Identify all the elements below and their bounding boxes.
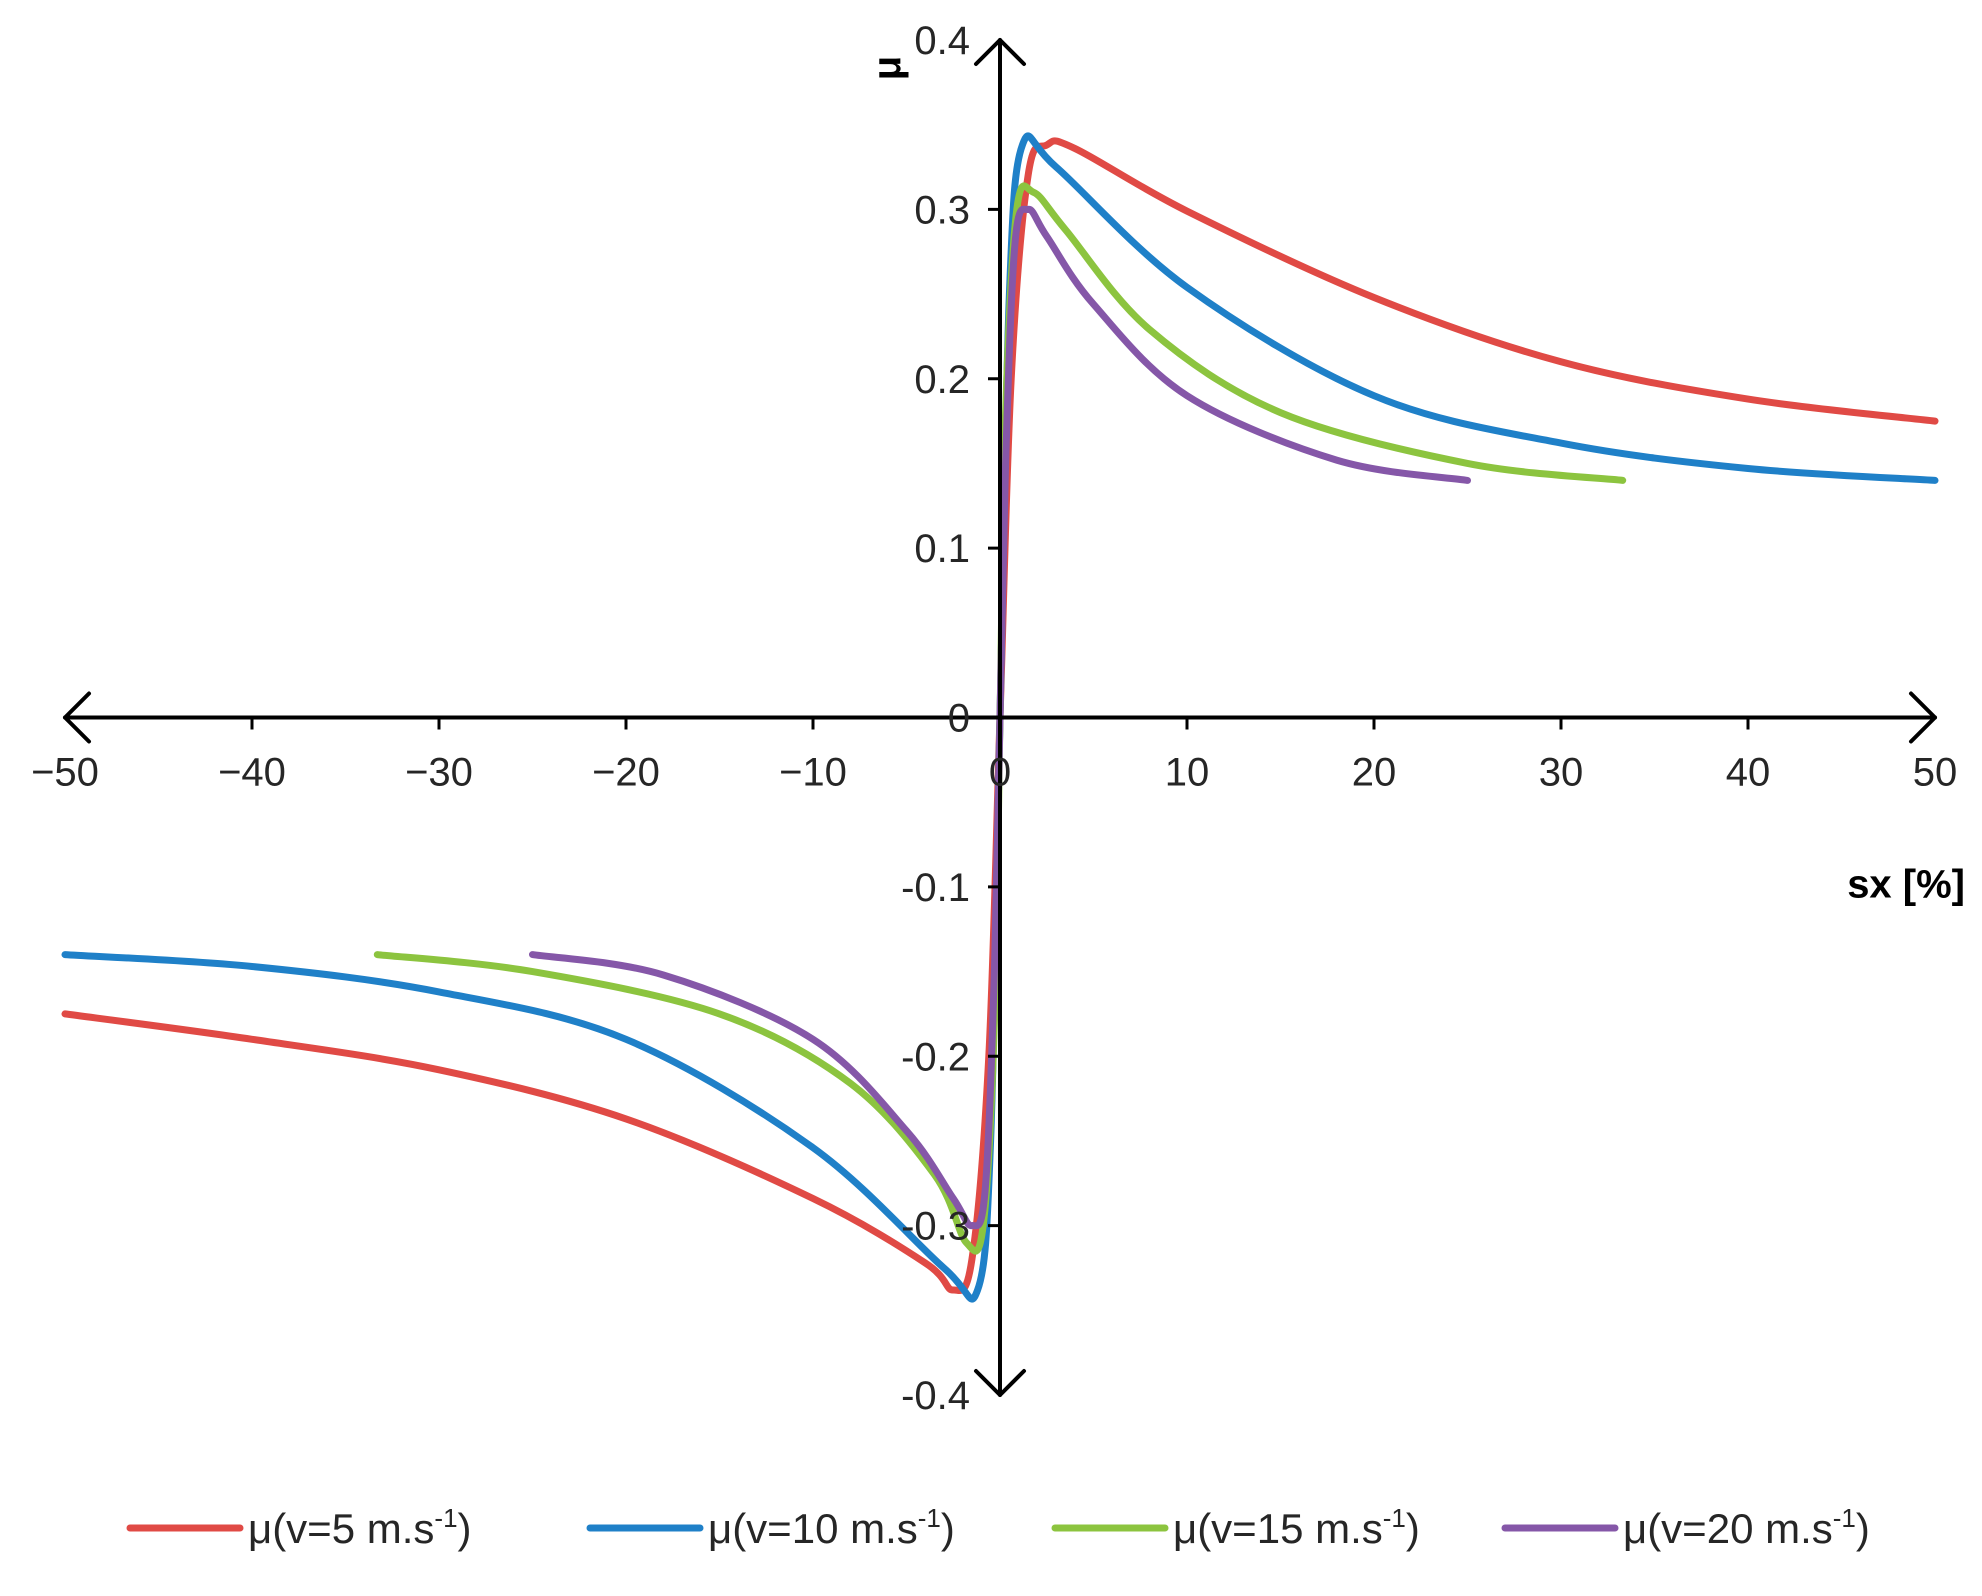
tick-labels: −50 −40 −30 −20 −10 0 10 20 30 40 50 0.4 0.3 0.2 0.1 0 -… [31,19,1957,1418]
y-tick-label: 0.3 [914,188,970,232]
x-tick-label: 0 [989,751,1011,795]
axes [63,38,1937,1397]
y-tick-label: -0.3 [901,1205,970,1249]
legend-item-1: μ(v=5 m.s-1) [126,1503,472,1552]
x-tick-label: 10 [1165,751,1210,795]
legend-label: μ(v=10 m.s-1) [708,1503,955,1552]
y-tick-label: 0.1 [914,527,970,571]
y-axis-label: μ [865,56,909,80]
legend-label: μ(v=5 m.s-1) [248,1503,472,1552]
x-tick-label: 40 [1726,751,1771,795]
x-tick-label: −50 [31,751,99,795]
y-tick-label: 0.4 [914,19,970,63]
x-axis-arrow-left [63,691,91,744]
x-tick-label: 30 [1539,751,1584,795]
legend-label: μ(v=20 m.s-1) [1623,1503,1870,1552]
y-axis-arrow-down [974,1369,1026,1397]
legend-label: μ(v=15 m.s-1) [1173,1503,1420,1552]
y-tick-label: -0.1 [901,866,970,910]
x-tick-label: 20 [1352,751,1397,795]
y-tick-label: 0 [948,697,970,741]
y-axis-arrow-up [974,38,1026,66]
x-axis-arrow-right [1909,691,1937,744]
x-tick-label: −40 [218,751,286,795]
x-tick-label: −20 [592,751,660,795]
legend: μ(v=5 m.s-1) μ(v=10 m.s-1) μ(v=15 m.s-1) μ(… [126,1503,1870,1552]
x-tick-label: 50 [1913,751,1958,795]
x-tick-label: −10 [779,751,847,795]
x-tick-label: −30 [405,751,473,795]
y-tick-label: -0.2 [901,1035,970,1079]
y-tick-label: -0.4 [901,1374,970,1418]
y-tick-label: 0.2 [914,358,970,402]
x-axis-label: sx [%] [1847,863,1965,907]
legend-item-2: μ(v=10 m.s-1) [586,1503,955,1552]
legend-item-3: μ(v=15 m.s-1) [1051,1503,1420,1552]
legend-item-4: μ(v=20 m.s-1) [1501,1503,1870,1552]
